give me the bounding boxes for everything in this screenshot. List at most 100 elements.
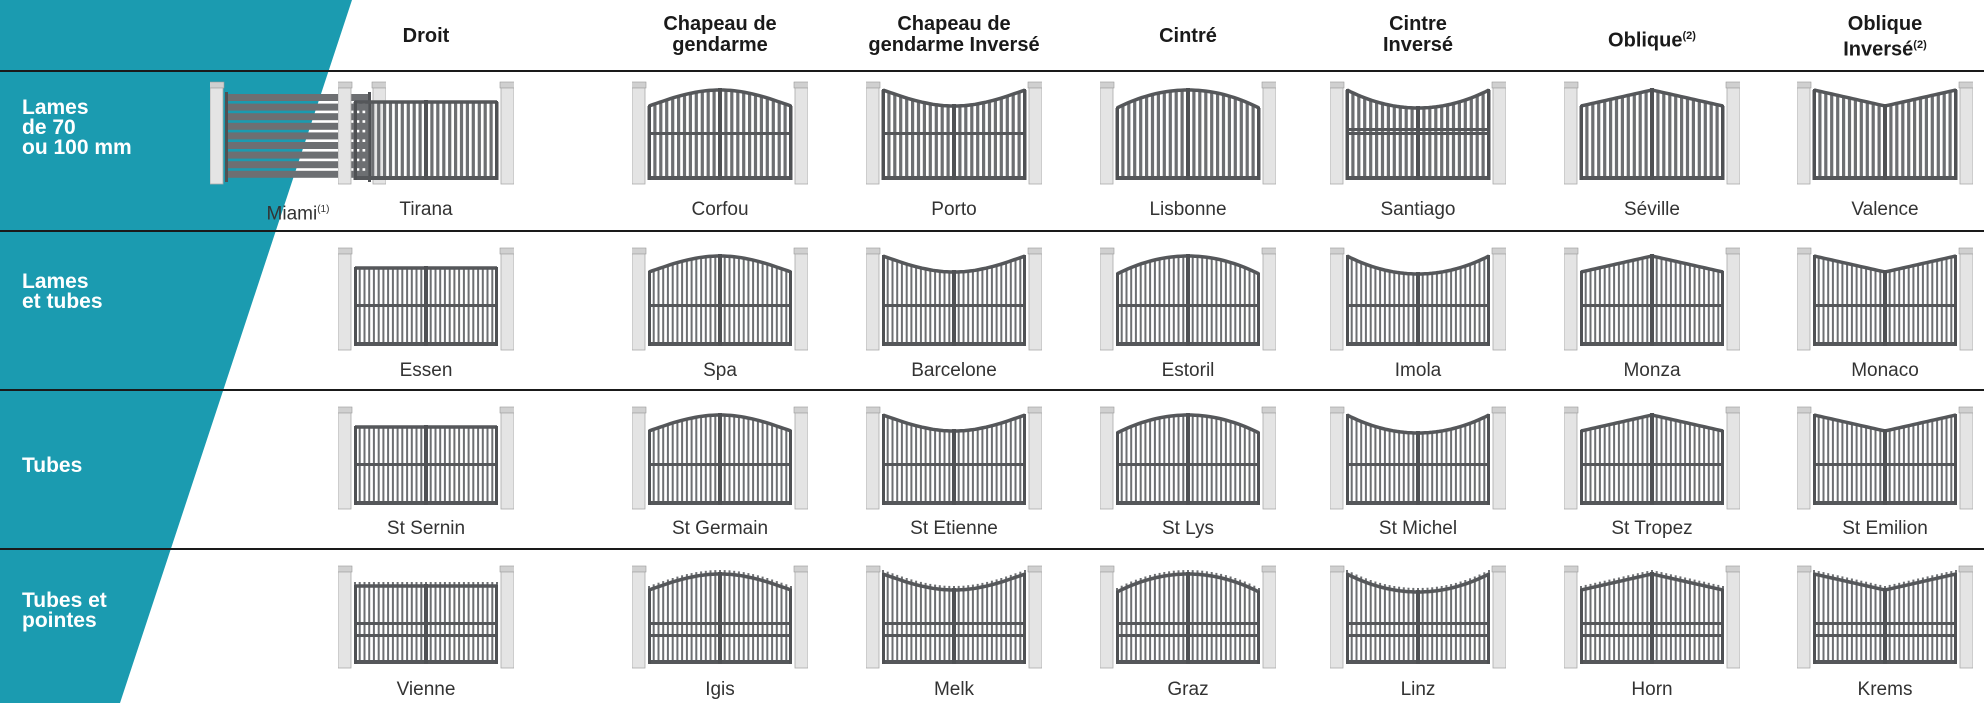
pillar-cap (1564, 406, 1579, 414)
gate-illustration (338, 406, 514, 510)
pillar-cap (1027, 247, 1042, 255)
pillar-cap (1100, 81, 1115, 89)
gate-illustration (1100, 565, 1276, 669)
gate-model-name-text: Monza (1623, 360, 1681, 381)
gate-model-name: St Germain (610, 519, 830, 539)
gate-model-name: St Etienne (844, 519, 1064, 539)
pillar-left (1564, 571, 1578, 669)
footnote-marker: (1) (317, 204, 330, 215)
gate-model-name-text: Vienne (396, 679, 456, 700)
row-label-line: Tubes (22, 454, 83, 477)
gate-illustration (866, 81, 1042, 185)
gate-illustration (338, 81, 514, 185)
pillar-cap (1261, 81, 1276, 89)
pillar-right (1726, 253, 1740, 351)
pillar-cap (1330, 247, 1345, 255)
gate-model-name-text: St Lys (1161, 518, 1215, 539)
gate-model-name-text: Graz (1167, 679, 1209, 700)
pillar-left (1100, 253, 1114, 351)
gate-leaves (1580, 570, 1724, 664)
gate-model-name: Graz (1078, 680, 1298, 700)
pillar-left (1100, 87, 1114, 185)
pillar-cap (1491, 247, 1506, 255)
row-label-lames: Lames de 70 ou 100 mm (22, 97, 132, 158)
gate-leaves (1813, 413, 1957, 505)
gate-illustration (1100, 247, 1276, 351)
gate-model-name-text: St Emilion (1842, 518, 1928, 539)
gate-leaves (1579, 88, 1725, 180)
gate-leaves (648, 570, 792, 664)
pillar-left (338, 571, 352, 669)
pillar-right (1492, 253, 1506, 351)
pillar-left (866, 571, 880, 669)
pillar-left (1100, 571, 1114, 669)
pillar-cap (338, 247, 353, 255)
pillar-cap (793, 565, 808, 573)
gate-model-name: Monaco (1775, 361, 1984, 381)
gate-model-name: Tirana (316, 200, 536, 220)
gate-model-name: Santiago (1308, 200, 1528, 220)
pillar-cap (499, 81, 514, 89)
pillar-right (1262, 412, 1276, 510)
gate-model-name: Vienne (316, 680, 536, 700)
pillar-cap (1027, 565, 1042, 573)
gate-illustration (1564, 247, 1740, 351)
gate-leaves (1345, 88, 1491, 180)
pillar-cap (1330, 406, 1345, 414)
column-header-cintre: Cintré (1078, 26, 1298, 47)
gate-illustration (1330, 81, 1506, 185)
row-label-lames-tubes: Lames et tubes (22, 271, 103, 312)
pillar-cap (1564, 565, 1579, 573)
gate-leaves (1812, 88, 1958, 180)
row-divider (0, 230, 1984, 232)
pillar-cap (793, 406, 808, 414)
pillar-cap (499, 565, 514, 573)
gate-model-name-text: Porto (931, 199, 977, 220)
pillar-cap (632, 247, 647, 255)
gate-model-name: St Lys (1078, 519, 1298, 539)
pillar-cap (1491, 406, 1506, 414)
gate-model-name: Spa (610, 361, 830, 381)
pillar-cap (1261, 406, 1276, 414)
pillar-right (1028, 253, 1042, 351)
gate-model-name: St Emilion (1775, 519, 1984, 539)
pillar-left (632, 87, 646, 185)
gate-leaves (225, 92, 371, 182)
pillar-cap (632, 565, 647, 573)
gate-illustration (1100, 81, 1276, 185)
pillar-cap (866, 81, 881, 89)
gate-illustration (1564, 406, 1740, 510)
gate-model-name-text: Igis (705, 679, 735, 700)
gate-model-name: Séville (1542, 200, 1762, 220)
pillar-right (1959, 412, 1973, 510)
pillar-cap (1797, 565, 1812, 573)
pillar-right (1492, 412, 1506, 510)
column-header-line: Inversé(2) (1843, 38, 1927, 61)
pillar-left (338, 253, 352, 351)
gate-model-name: Miami(1) (188, 200, 408, 224)
gate-leaves (1115, 88, 1261, 180)
pillar-right (794, 87, 808, 185)
gate-model-name: Imola (1308, 361, 1528, 381)
pillar-cap (1491, 565, 1506, 573)
gate-illustration (866, 406, 1042, 510)
gate-model-name: Valence (1775, 200, 1984, 220)
gate-model-name-text: Miami (266, 203, 318, 225)
row-label-line: pointes (22, 609, 97, 632)
pillar-cap (1725, 81, 1740, 89)
column-header-line: Chapeau de (663, 13, 777, 35)
row-label-line: Tubes et (22, 589, 107, 612)
pillar-right (500, 571, 514, 669)
gate-model-name: Porto (844, 200, 1064, 220)
pillar-right (1726, 412, 1740, 510)
gate-model-name-text: Valence (1851, 199, 1919, 220)
pillar-left (210, 87, 224, 185)
pillar-cap (793, 81, 808, 89)
pillar-left (338, 412, 352, 510)
pillar-cap (632, 81, 647, 89)
gate-model-name-text: Lisbonne (1149, 199, 1227, 220)
gate-illustration (338, 247, 514, 351)
gate-model-name-text: Melk (933, 679, 975, 700)
gate-model-name: Melk (844, 680, 1064, 700)
gate-leaves (1116, 570, 1260, 664)
